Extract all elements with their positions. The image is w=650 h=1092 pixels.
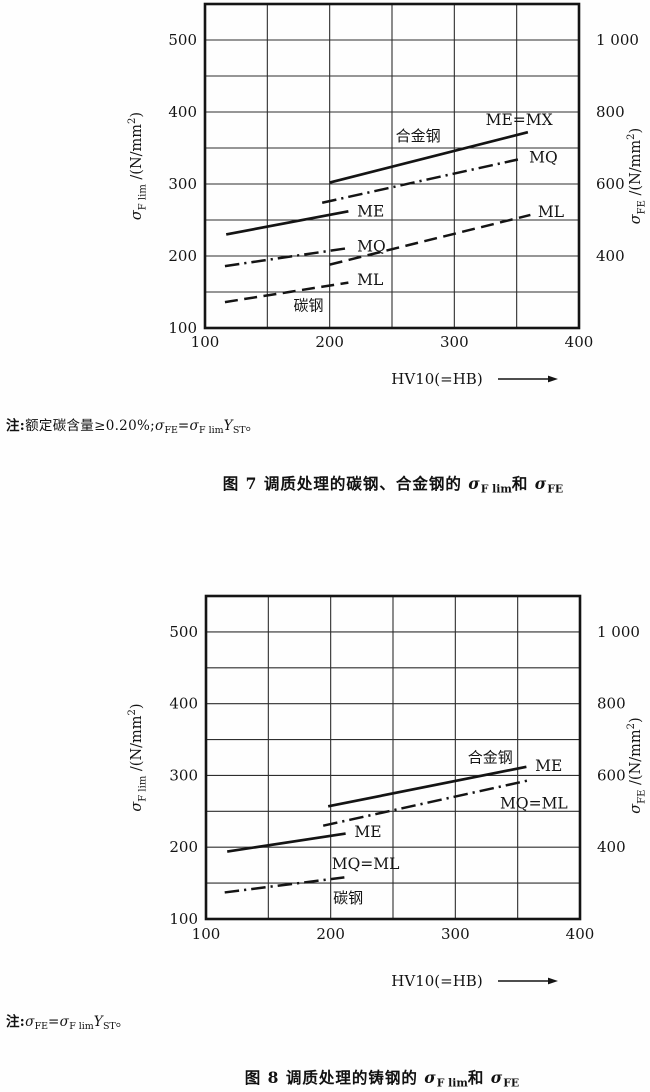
fig8-yl-tick-200: 200 bbox=[169, 838, 198, 856]
text-fragment: 。 bbox=[245, 418, 260, 434]
text-fragment: FE bbox=[164, 424, 178, 436]
fig7-series-line-合金钢-MQ bbox=[321, 158, 519, 204]
fig7-plot-border bbox=[203, 2, 581, 330]
fig7-yr-tick-400: 400 bbox=[596, 247, 625, 265]
fig7-yr-tick-800: 800 bbox=[596, 103, 625, 121]
fig7-series-label-ME=MX: ME=MX bbox=[486, 111, 553, 129]
fig7-yl-tick-200: 200 bbox=[168, 247, 197, 265]
text-fragment: 和 bbox=[467, 1068, 491, 1087]
fig7-left-axis-title: σF lim /(N/mm2) bbox=[127, 112, 149, 220]
text-fragment: σ bbox=[534, 474, 548, 493]
text-fragment: σ bbox=[468, 474, 481, 493]
fig8-x-tick-300: 300 bbox=[441, 925, 470, 943]
fig7-group-label-碳钢: 碳钢 bbox=[293, 297, 323, 315]
fig8-series-line-碳钢-MQ=ML bbox=[224, 876, 345, 894]
text-fragment: F lim bbox=[436, 1076, 468, 1090]
fig7-x-tick-100: 100 bbox=[191, 333, 220, 351]
text-fragment: 额定碳含量≥0.20%; bbox=[25, 418, 155, 434]
fig8-group-label-碳钢: 碳钢 bbox=[333, 889, 363, 907]
fig8-x-tick-400: 400 bbox=[566, 925, 595, 943]
fig7-series-label-ME: ME bbox=[357, 202, 384, 220]
text-fragment: F lim bbox=[69, 1020, 94, 1032]
fig7-yr-tick-600: 600 bbox=[596, 175, 625, 193]
text-fragment: σ bbox=[59, 1014, 70, 1030]
fig7-right-axis-title: σFE /(N/mm2) bbox=[626, 128, 648, 224]
fig8-x-axis-title: HV10(=HB) bbox=[391, 972, 482, 990]
fig7-series-label-ML: ML bbox=[357, 271, 383, 289]
fig7-yl-tick-500: 500 bbox=[168, 31, 197, 49]
fig7-series-line-合金钢-ML bbox=[329, 213, 531, 266]
fig7-series-label-ML: ML bbox=[538, 203, 564, 221]
text-fragment: F lim bbox=[480, 482, 512, 496]
text-fragment: 和 bbox=[511, 474, 535, 493]
fig8-yl-tick-100: 100 bbox=[169, 910, 198, 928]
fig8-line-chart: 100 200 300 400 100 200 300 400 500 400 600 800 1 00… bbox=[127, 594, 648, 990]
fig8-note: 注:σFE=σF limYST。 bbox=[6, 1010, 130, 1032]
fig7-series-line-碳钢-ME bbox=[225, 210, 349, 236]
text-fragment: = bbox=[48, 1014, 60, 1030]
fig7-note: 注:额定碳含量≥0.20%;σFE=σF limYST。 bbox=[6, 414, 259, 436]
text-fragment: FE bbox=[547, 482, 564, 496]
fig7-series-line-碳钢-ML bbox=[224, 281, 349, 304]
fig8-series-line-合金钢-MQ=ML bbox=[322, 778, 532, 827]
text-fragment: 。 bbox=[115, 1014, 130, 1030]
axis-arrow-head-icon bbox=[548, 375, 558, 383]
text-fragment: FE bbox=[34, 1020, 49, 1032]
text-fragment: 注: bbox=[6, 418, 26, 434]
fig8-yl-tick-400: 400 bbox=[169, 695, 198, 713]
fig7-x-tick-400: 400 bbox=[565, 333, 594, 351]
fig7-series-line-合金钢-ME=MX bbox=[329, 130, 529, 184]
fig8-series-line-合金钢-ME bbox=[327, 765, 527, 808]
fig8-series-line-碳钢-ME bbox=[226, 832, 346, 853]
fig7-x-axis-title: HV10(=HB) bbox=[391, 370, 482, 388]
fig8-x-tick-200: 200 bbox=[316, 925, 345, 943]
axis-arrow-head-icon bbox=[548, 977, 558, 985]
fig8-left-axis-title: σF lim /(N/mm2) bbox=[127, 703, 149, 811]
fig7-x-tick-200: 200 bbox=[315, 333, 344, 351]
fig8-right-axis-title: σFE /(N/mm2) bbox=[626, 717, 648, 813]
text-fragment: ST bbox=[102, 1020, 116, 1032]
text-fragment: F lim bbox=[199, 424, 224, 436]
fig7-series-label-MQ: MQ bbox=[529, 148, 558, 166]
fig8-yr-tick-400: 400 bbox=[597, 838, 626, 856]
fig8-yr-tick-600: 600 bbox=[597, 766, 626, 784]
text-fragment: Y bbox=[93, 1014, 103, 1030]
fig7-yr-tick-1000: 1 000 bbox=[596, 31, 639, 49]
fig7-x-tick-300: 300 bbox=[440, 333, 469, 351]
fig7-series-label-MQ: MQ bbox=[357, 238, 386, 256]
fig7-group-label-合金钢: 合金钢 bbox=[396, 127, 441, 145]
text-fragment: 图 7 调质处理的碳钢、合金钢的 bbox=[222, 474, 469, 493]
text-fragment: σ bbox=[25, 1014, 35, 1030]
text-fragment: σ bbox=[189, 418, 200, 434]
fig8-series-label-MQ=ML: MQ=ML bbox=[500, 794, 568, 812]
text-fragment: σ bbox=[154, 418, 165, 434]
fig7-caption: 图 7 调质处理的碳钢、合金钢的 σF lim和 σFE bbox=[136, 472, 650, 495]
fig8-series-label-ME: ME bbox=[535, 757, 562, 775]
text-fragment: ST bbox=[232, 424, 246, 436]
fig8-yr-tick-800: 800 bbox=[597, 695, 626, 713]
fig8-series-label-ME: ME bbox=[354, 823, 381, 841]
fig8-yl-tick-500: 500 bbox=[169, 623, 198, 641]
fig8-series-label-MQ=ML: MQ=ML bbox=[332, 855, 400, 873]
fig7-yl-tick-100: 100 bbox=[168, 319, 197, 337]
fig7-series-line-碳钢-MQ bbox=[224, 246, 349, 268]
fig8-group-label-合金钢: 合金钢 bbox=[468, 749, 513, 767]
fig8-plot-border bbox=[204, 594, 582, 921]
fig7-line-chart: 100 200 300 400 100 200 300 400 500 400 600 800 1 00… bbox=[127, 2, 648, 388]
text-fragment: Y bbox=[223, 418, 233, 434]
fig8-yr-tick-1000: 1 000 bbox=[597, 623, 640, 641]
fig7-yl-tick-300: 300 bbox=[168, 175, 197, 193]
fig8-caption: 图 8 调质处理的铸钢的 σF lim和 σFE bbox=[114, 1066, 650, 1089]
text-fragment: 图 8 调质处理的铸钢的 bbox=[244, 1068, 425, 1087]
text-fragment: σ bbox=[490, 1068, 504, 1087]
fig8-x-tick-100: 100 bbox=[192, 925, 221, 943]
text-fragment: 注: bbox=[6, 1014, 26, 1030]
fig8-yl-tick-300: 300 bbox=[169, 766, 198, 784]
text-fragment: σ bbox=[424, 1068, 437, 1087]
text-fragment: = bbox=[177, 418, 190, 434]
text-fragment: FE bbox=[503, 1076, 520, 1090]
fig7-yl-tick-400: 400 bbox=[168, 103, 197, 121]
